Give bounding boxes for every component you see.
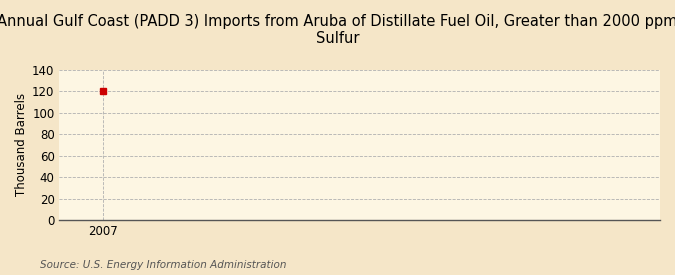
- Text: Annual Gulf Coast (PADD 3) Imports from Aruba of Distillate Fuel Oil, Greater th: Annual Gulf Coast (PADD 3) Imports from …: [0, 14, 675, 46]
- Y-axis label: Thousand Barrels: Thousand Barrels: [15, 93, 28, 196]
- Text: Source: U.S. Energy Information Administration: Source: U.S. Energy Information Administ…: [40, 260, 287, 270]
